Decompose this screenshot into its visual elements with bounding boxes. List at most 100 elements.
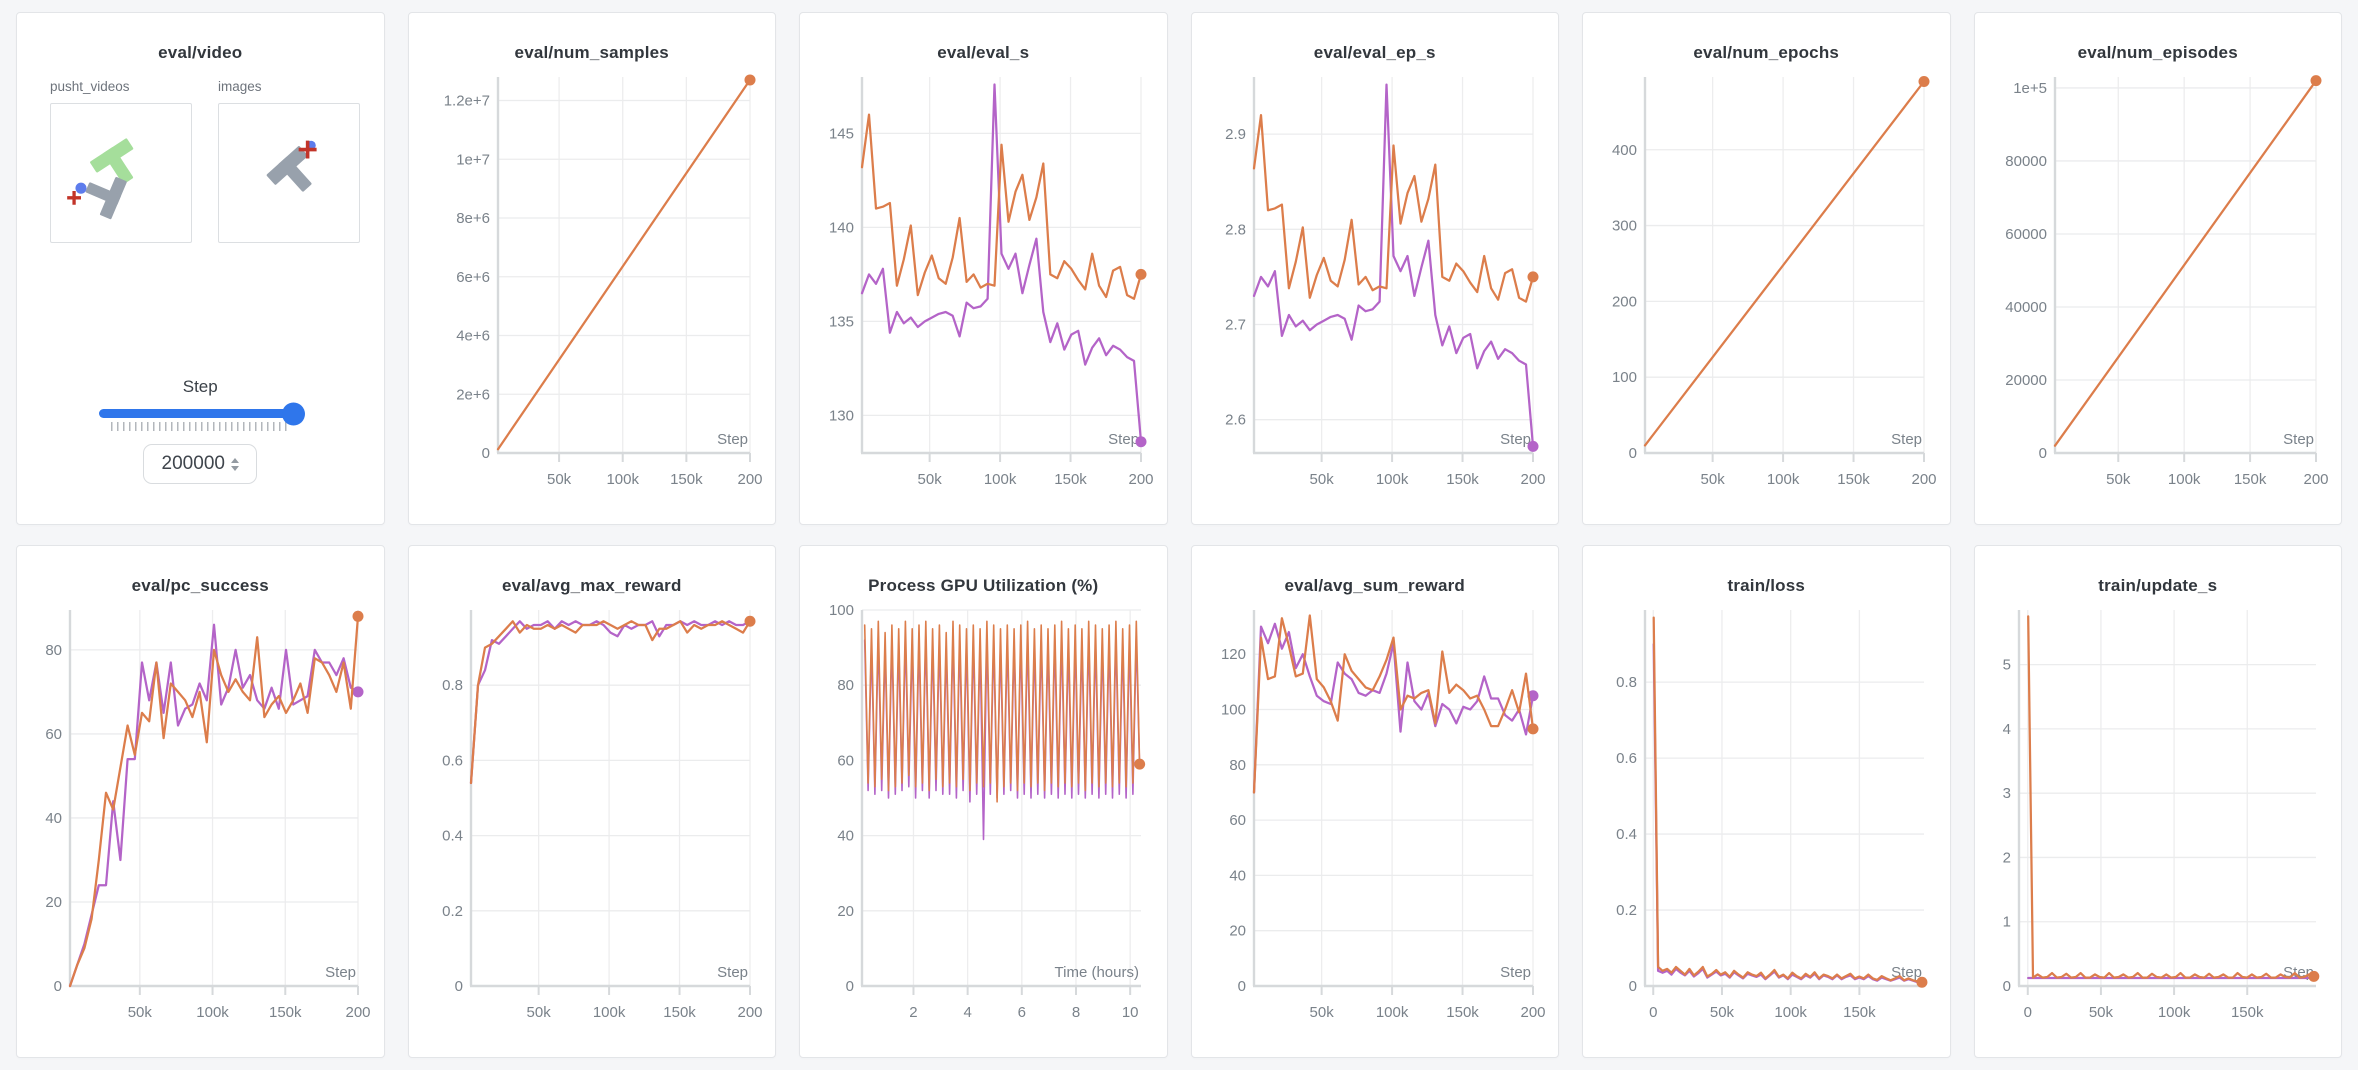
svg-text:4: 4: [2002, 721, 2010, 738]
svg-text:0: 0: [846, 978, 854, 995]
svg-text:200: 200: [1520, 471, 1545, 488]
panel-eval-eval-ep-s[interactable]: eval/eval_ep_s 50k 100k 150k 200 2.6 2.7 2.8 2.…: [1190, 12, 1559, 525]
panel-title: eval/avg_sum_reward: [1284, 576, 1465, 595]
step-control: Step 200000: [17, 377, 384, 484]
svg-text:50k: 50k: [2106, 471, 2131, 488]
svg-text:50k: 50k: [2088, 1004, 2113, 1021]
chart-canvas[interactable]: 50k 100k 150k 200 0 20000 40000 60000 80000 1e+5 S…: [1975, 63, 2342, 499]
svg-text:200: 200: [1911, 471, 1936, 488]
svg-text:2: 2: [2002, 849, 2010, 866]
svg-text:100k: 100k: [606, 471, 639, 488]
chart-canvas[interactable]: 50k 100k 150k 200 0 100 200 300 400 Step: [1583, 63, 1950, 499]
svg-text:20000: 20000: [2005, 372, 2047, 389]
chart-canvas[interactable]: 0 50k 100k 150k 0 1 2 3 4 5 Step: [1975, 596, 2342, 1032]
svg-text:200: 200: [1520, 1004, 1545, 1021]
svg-text:0.8: 0.8: [442, 677, 463, 694]
svg-text:Step: Step: [717, 964, 748, 981]
svg-text:Step: Step: [1500, 431, 1531, 448]
panel-eval-pc-success[interactable]: eval/pc_success 50k 100k 150k 200 0 20 40 60 80 S…: [16, 545, 385, 1058]
pusht-video-thumbnail[interactable]: [50, 103, 192, 243]
panel-eval-avg-sum-reward[interactable]: eval/avg_sum_reward 50k 100k 150k 200 0 20 40 6…: [1190, 545, 1559, 1058]
panel-title: train/loss: [1727, 576, 1806, 595]
svg-text:6: 6: [1018, 1004, 1026, 1021]
panel-eval-num-episodes[interactable]: eval/num_episodes 50k 100k 150k 200 0 20000 40…: [1973, 12, 2342, 525]
svg-text:150k: 150k: [2233, 471, 2266, 488]
svg-text:2: 2: [909, 1004, 917, 1021]
decrement-icon[interactable]: [230, 465, 239, 471]
svg-text:50k: 50k: [526, 1004, 551, 1021]
svg-text:Time (hours): Time (hours): [1055, 964, 1139, 981]
svg-text:130: 130: [829, 407, 854, 424]
chart-canvas[interactable]: 50k 100k 150k 200 2.6 2.7 2.8 2.9 Step: [1192, 63, 1559, 499]
svg-text:0.2: 0.2: [442, 903, 463, 920]
svg-text:0: 0: [454, 978, 462, 995]
svg-text:1.2e+7: 1.2e+7: [443, 93, 489, 110]
svg-text:0: 0: [2038, 445, 2046, 462]
chart-canvas[interactable]: 0 50k 100k 150k 0 0.2 0.4 0.6 0.8 Step: [1583, 596, 1950, 1032]
images-thumbnail[interactable]: [218, 103, 360, 243]
svg-text:0: 0: [2023, 1004, 2031, 1021]
media-images[interactable]: images: [218, 79, 360, 243]
svg-text:20: 20: [837, 903, 854, 920]
svg-text:0: 0: [481, 445, 489, 462]
step-slider[interactable]: [99, 402, 306, 425]
chart-canvas[interactable]: 50k 100k 150k 200 0 2e+6 4e+6 6e+6 8e+6 1e+7 1.2e+…: [409, 63, 776, 499]
svg-text:2.8: 2.8: [1225, 221, 1246, 238]
svg-text:0.4: 0.4: [1616, 826, 1637, 843]
svg-text:1: 1: [2002, 914, 2010, 931]
pusht-scene-image: [67, 138, 134, 220]
panel-train-update-s[interactable]: train/update_s 0 50k 100k 150k 0 1 2 3 4 5 Step: [1973, 545, 2342, 1058]
panel-title: eval/eval_ep_s: [1313, 43, 1436, 62]
svg-text:8: 8: [1072, 1004, 1080, 1021]
svg-text:40: 40: [45, 810, 62, 827]
svg-text:6e+6: 6e+6: [456, 269, 490, 286]
svg-text:10: 10: [1122, 1004, 1139, 1021]
panel-eval-num-samples[interactable]: eval/num_samples 50k 100k 150k 200 0 2e+6 4e+6…: [407, 12, 776, 525]
svg-text:2.6: 2.6: [1225, 412, 1246, 429]
svg-text:0.6: 0.6: [442, 752, 463, 769]
svg-text:150k: 150k: [1446, 1004, 1479, 1021]
panel-gpu-utilization[interactable]: Process GPU Utilization (%) 2 4 6 8 10 0 20 40 6…: [799, 545, 1168, 1058]
svg-text:100k: 100k: [196, 1004, 229, 1021]
panel-title: eval/num_epochs: [1693, 43, 1840, 62]
svg-text:150k: 150k: [1837, 471, 1870, 488]
svg-text:50k: 50k: [546, 471, 571, 488]
svg-text:0.2: 0.2: [1616, 902, 1637, 919]
svg-text:40: 40: [837, 828, 854, 845]
panel-title: eval/pc_success: [131, 576, 269, 595]
media-pusht-videos[interactable]: pusht_videos: [50, 79, 192, 243]
step-slider-ticks: [111, 422, 290, 431]
panel-title: eval/eval_s: [937, 43, 1030, 62]
svg-text:135: 135: [829, 313, 854, 330]
svg-text:3: 3: [2002, 785, 2010, 802]
chart-canvas[interactable]: 50k 100k 150k 200 0 0.2 0.4 0.6 0.8 Step: [409, 596, 776, 1032]
svg-text:50k: 50k: [1309, 471, 1334, 488]
chart-canvas[interactable]: 50k 100k 150k 200 0 20 40 60 80 Step: [17, 596, 384, 1032]
panel-eval-num-epochs[interactable]: eval/num_epochs 50k 100k 150k 200 0 100 200 300…: [1582, 12, 1951, 525]
stepper-arrows[interactable]: [230, 457, 239, 471]
step-slider-thumb[interactable]: [282, 402, 306, 425]
svg-text:40: 40: [1229, 867, 1246, 884]
panel-eval-video[interactable]: eval/video pusht_videos: [16, 12, 385, 525]
svg-text:150k: 150k: [1446, 471, 1479, 488]
panel-eval-avg-max-reward[interactable]: eval/avg_max_reward 50k 100k 150k 200 0 0.2 0.…: [407, 545, 776, 1058]
svg-text:60: 60: [1229, 812, 1246, 829]
step-number-input[interactable]: 200000: [143, 444, 258, 484]
svg-text:150k: 150k: [2230, 1004, 2263, 1021]
svg-text:Step: Step: [2283, 431, 2314, 448]
svg-text:Step: Step: [1500, 964, 1531, 981]
panel-train-loss[interactable]: train/loss 0 50k 100k 150k 0 0.2 0.4 0.6 0.8 Step: [1582, 545, 1951, 1058]
chart-canvas[interactable]: 2 4 6 8 10 0 20 40 60 80 100 Time (hours): [800, 596, 1167, 1032]
svg-text:0: 0: [1649, 1004, 1657, 1021]
increment-icon[interactable]: [230, 457, 239, 463]
panel-title: eval/num_samples: [514, 43, 669, 62]
svg-text:200: 200: [1612, 293, 1637, 310]
svg-text:0: 0: [1629, 978, 1637, 995]
svg-text:50k: 50k: [1701, 471, 1726, 488]
pusht-image: [266, 140, 317, 192]
chart-canvas[interactable]: 50k 100k 150k 200 130 135 140 145 Step: [800, 63, 1167, 499]
panel-title: train/update_s: [2098, 576, 2218, 595]
panel-title: eval/num_episodes: [2077, 43, 2238, 62]
panel-eval-eval-s[interactable]: eval/eval_s 50k 100k 150k 200 130 135 140 145 St…: [799, 12, 1168, 525]
chart-canvas[interactable]: 50k 100k 150k 200 0 20 40 60 80 100 120 Step: [1192, 596, 1559, 1032]
